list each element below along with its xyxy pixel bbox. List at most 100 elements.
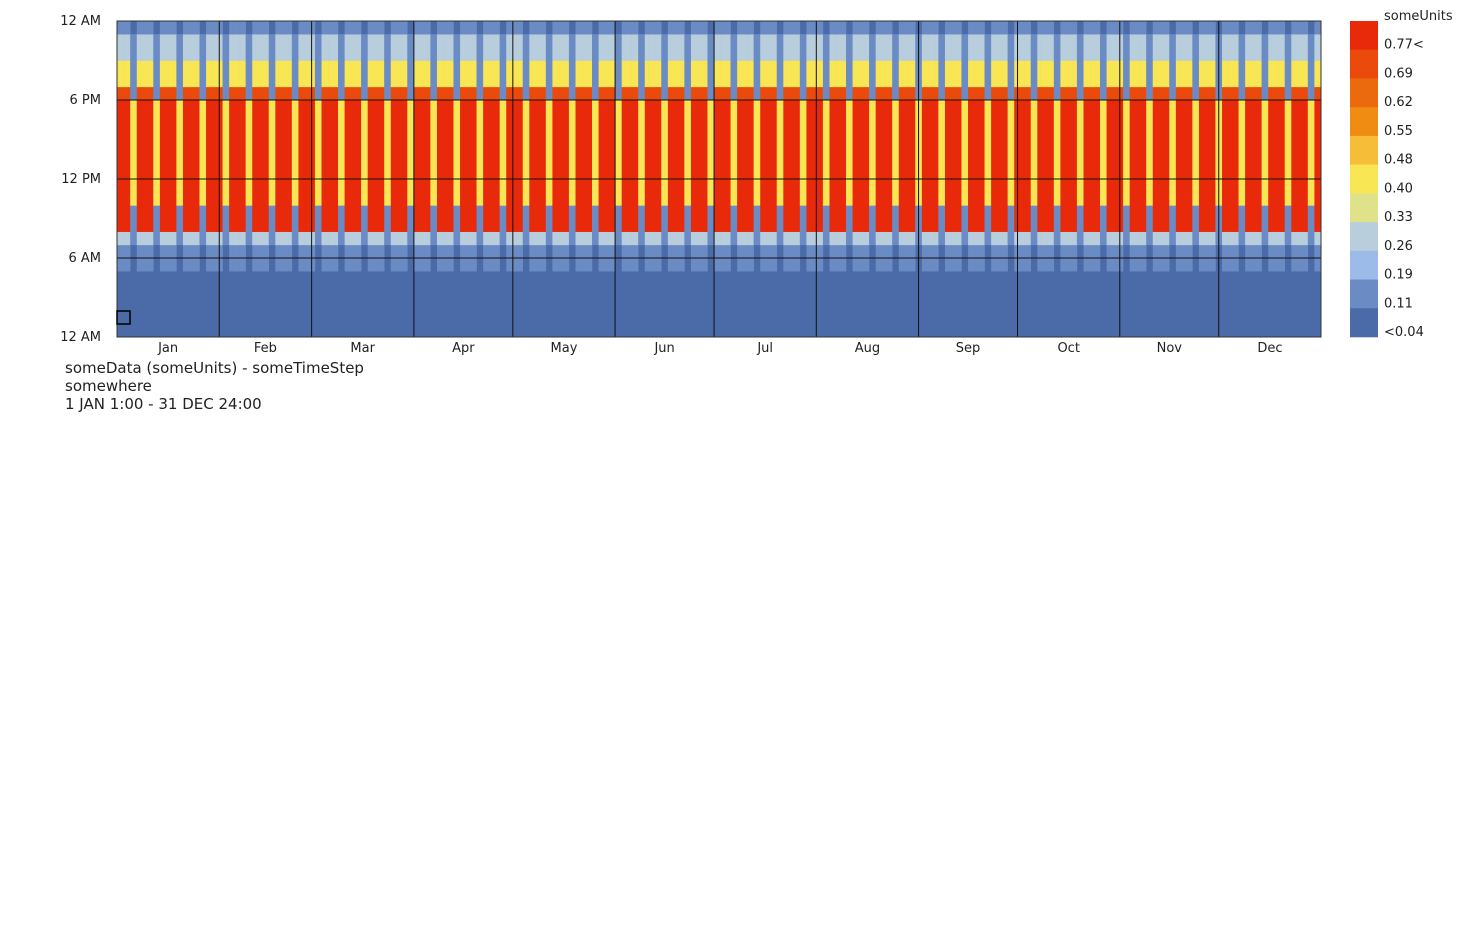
heat-cell xyxy=(255,100,260,232)
heat-cell xyxy=(1070,34,1074,61)
heat-cell xyxy=(1024,34,1028,61)
heat-cell xyxy=(344,86,349,101)
heat-cell xyxy=(862,100,867,232)
selection-marker[interactable] xyxy=(116,310,131,325)
heat-cell xyxy=(806,21,811,35)
heat-cell xyxy=(1149,34,1154,101)
heat-cell xyxy=(532,21,537,35)
heat-cell xyxy=(519,21,524,35)
heat-cell xyxy=(140,100,144,232)
heat-cell xyxy=(173,100,177,232)
heat-cell xyxy=(974,21,979,35)
heat-cell xyxy=(878,100,883,232)
heat-cell xyxy=(209,86,213,101)
heat-cell xyxy=(911,86,916,101)
heat-cell xyxy=(1034,100,1038,206)
heat-cell xyxy=(403,86,408,101)
heat-cell xyxy=(334,60,339,88)
heat-cell xyxy=(1175,100,1180,232)
heat-cell xyxy=(1208,34,1213,61)
heat-cell xyxy=(770,34,774,61)
heat-cell xyxy=(674,60,679,88)
heat-cell xyxy=(516,60,520,88)
heat-cell xyxy=(568,34,573,101)
heat-cell xyxy=(417,21,421,35)
heat-cell xyxy=(704,60,708,88)
heat-cell xyxy=(1258,21,1262,35)
heat-cell xyxy=(717,34,721,61)
heat-cell xyxy=(1235,34,1239,61)
heat-cell xyxy=(239,34,243,61)
heat-cell xyxy=(750,231,754,246)
heat-cell xyxy=(1103,34,1107,101)
heat-cell xyxy=(852,231,857,246)
heat-cell xyxy=(1004,34,1008,61)
heat-cell xyxy=(1136,60,1140,88)
heat-cell xyxy=(1057,205,1061,246)
heat-cell xyxy=(463,231,467,246)
heat-cell xyxy=(324,86,329,101)
heat-cell xyxy=(390,34,395,61)
heat-cell xyxy=(1093,21,1097,35)
heat-cell xyxy=(397,21,401,35)
heat-cell xyxy=(918,34,923,101)
heat-cell xyxy=(351,21,355,35)
heat-cell xyxy=(136,100,141,232)
heat-cell xyxy=(331,100,336,232)
heat-cell xyxy=(166,231,171,246)
heat-cell xyxy=(232,34,237,61)
heat-cell xyxy=(281,60,286,88)
heat-cell xyxy=(262,60,266,88)
heat-cell xyxy=(1060,21,1065,35)
legend-swatch xyxy=(1350,308,1378,338)
heat-cell xyxy=(1060,34,1065,61)
heat-cell xyxy=(664,34,669,101)
heat-cell xyxy=(575,231,580,246)
heat-cell xyxy=(136,231,141,246)
heat-cell xyxy=(694,34,698,61)
heat-cell xyxy=(169,34,174,61)
heat-cell xyxy=(628,60,632,88)
legend-label: 0.77< xyxy=(1384,38,1424,53)
heat-cell xyxy=(644,60,649,88)
heat-cell xyxy=(446,21,451,35)
heat-cell xyxy=(397,34,401,61)
heat-cell xyxy=(169,231,174,246)
heat-cell xyxy=(522,34,527,101)
heat-cell xyxy=(898,100,903,232)
heat-cell xyxy=(443,86,448,101)
heat-cell xyxy=(199,100,204,206)
heat-cell xyxy=(374,34,378,61)
heat-cell xyxy=(377,86,382,101)
heat-cell xyxy=(1156,60,1160,88)
heat-cell xyxy=(1037,21,1041,35)
heat-cell xyxy=(347,21,352,35)
heat-cell xyxy=(328,21,332,35)
heat-cell xyxy=(819,60,824,88)
heat-cell xyxy=(865,86,870,101)
heat-cell xyxy=(994,34,999,61)
heat-cell xyxy=(1020,100,1025,232)
heat-cell xyxy=(265,231,270,246)
heat-cell xyxy=(1271,100,1276,232)
heat-cell xyxy=(648,86,652,101)
heat-cell xyxy=(417,60,421,88)
heat-cell xyxy=(743,34,748,61)
heat-cell xyxy=(849,34,853,101)
heat-cell xyxy=(1096,231,1101,246)
heat-cell xyxy=(460,100,464,232)
heat-cell xyxy=(981,60,985,88)
heat-cell xyxy=(1175,60,1180,88)
heat-cell xyxy=(344,60,349,88)
legend-swatch xyxy=(1350,78,1378,108)
x-tick-label: Sep xyxy=(956,341,981,356)
heat-cell xyxy=(1297,34,1302,61)
heat-cell xyxy=(1205,21,1210,35)
heat-cell xyxy=(1099,100,1104,206)
heat-cell xyxy=(585,231,590,246)
heat-cell xyxy=(357,86,362,101)
heat-cell xyxy=(1070,86,1074,101)
heat-cell xyxy=(262,34,266,61)
heat-cell xyxy=(436,231,441,246)
heat-cell xyxy=(324,60,329,88)
